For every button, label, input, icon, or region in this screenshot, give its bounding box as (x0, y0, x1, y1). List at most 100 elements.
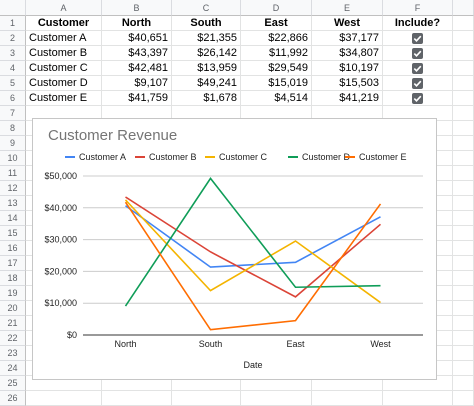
cell[interactable] (453, 271, 474, 286)
column-header-d[interactable]: D (241, 0, 312, 16)
header-cell[interactable]: South (172, 16, 241, 31)
header-cell[interactable]: Customer (26, 16, 102, 31)
cell[interactable] (453, 91, 474, 106)
customer-name-cell[interactable]: Customer E (26, 91, 102, 106)
cell[interactable] (453, 211, 474, 226)
column-header-c[interactable]: C (172, 0, 241, 16)
revenue-cell[interactable]: $41,759 (102, 91, 172, 106)
revenue-cell[interactable]: $41,219 (312, 91, 383, 106)
cell[interactable] (453, 46, 474, 61)
header-cell[interactable]: Include? (383, 16, 453, 31)
header-cell[interactable]: West (312, 16, 383, 31)
row-header-16[interactable]: 16 (0, 241, 26, 256)
row-header-21[interactable]: 21 (0, 316, 26, 331)
cell[interactable] (453, 31, 474, 46)
cell[interactable] (453, 61, 474, 76)
row-header-18[interactable]: 18 (0, 271, 26, 286)
column-header-b[interactable]: B (102, 0, 172, 16)
cell[interactable] (453, 181, 474, 196)
include-cell[interactable] (383, 31, 453, 46)
row-header-5[interactable]: 5 (0, 76, 26, 91)
row-header-11[interactable]: 11 (0, 166, 26, 181)
row-header-24[interactable]: 24 (0, 361, 26, 376)
revenue-cell[interactable]: $11,992 (241, 46, 312, 61)
checkbox-checked-icon[interactable] (412, 33, 423, 44)
customer-name-cell[interactable]: Customer A (26, 31, 102, 46)
cell[interactable] (453, 16, 474, 31)
checkbox-checked-icon[interactable] (412, 63, 423, 74)
revenue-cell[interactable]: $13,959 (172, 61, 241, 76)
cell[interactable] (453, 331, 474, 346)
cell[interactable] (241, 376, 312, 391)
revenue-cell[interactable]: $9,107 (102, 76, 172, 91)
cell[interactable] (453, 151, 474, 166)
cell[interactable] (453, 121, 474, 136)
row-header-14[interactable]: 14 (0, 211, 26, 226)
row-header-8[interactable]: 8 (0, 121, 26, 136)
chart-container[interactable]: Customer Revenue $0 $10,000 $20,000 $30,000… (32, 118, 437, 380)
cell[interactable] (453, 256, 474, 271)
revenue-cell[interactable]: $34,807 (312, 46, 383, 61)
cell[interactable] (453, 361, 474, 376)
cell[interactable] (453, 376, 474, 391)
row-header-25[interactable]: 25 (0, 376, 26, 391)
row-header-17[interactable]: 17 (0, 256, 26, 271)
header-cell[interactable]: East (241, 16, 312, 31)
cell[interactable] (453, 241, 474, 256)
cell[interactable] (172, 376, 241, 391)
revenue-cell[interactable]: $40,651 (102, 31, 172, 46)
row-header-19[interactable]: 19 (0, 286, 26, 301)
revenue-cell[interactable]: $4,514 (241, 91, 312, 106)
customer-name-cell[interactable]: Customer D (26, 76, 102, 91)
cell[interactable] (453, 316, 474, 331)
column-header-extra[interactable] (453, 0, 474, 16)
revenue-cell[interactable]: $43,397 (102, 46, 172, 61)
row-header-1[interactable]: 1 (0, 16, 26, 31)
cell[interactable] (453, 136, 474, 151)
row-header-3[interactable]: 3 (0, 46, 26, 61)
row-header-20[interactable]: 20 (0, 301, 26, 316)
include-cell[interactable] (383, 46, 453, 61)
cell[interactable] (453, 286, 474, 301)
revenue-cell[interactable]: $26,142 (172, 46, 241, 61)
select-all-corner[interactable] (0, 0, 26, 16)
revenue-cell[interactable]: $42,481 (102, 61, 172, 76)
row-header-13[interactable]: 13 (0, 196, 26, 211)
row-header-4[interactable]: 4 (0, 61, 26, 76)
row-header-23[interactable]: 23 (0, 346, 26, 361)
revenue-cell[interactable]: $22,866 (241, 31, 312, 46)
include-cell[interactable] (383, 61, 453, 76)
revenue-cell[interactable]: $1,678 (172, 91, 241, 106)
row-header-10[interactable]: 10 (0, 151, 26, 166)
cell[interactable] (453, 196, 474, 211)
cell[interactable] (453, 346, 474, 361)
cell[interactable] (102, 376, 172, 391)
row-header-2[interactable]: 2 (0, 31, 26, 46)
cell[interactable] (453, 226, 474, 241)
revenue-cell[interactable]: $21,355 (172, 31, 241, 46)
revenue-cell[interactable]: $37,177 (312, 31, 383, 46)
column-header-a[interactable]: A (26, 0, 102, 16)
revenue-cell[interactable]: $15,503 (312, 76, 383, 91)
revenue-cell[interactable]: $29,549 (241, 61, 312, 76)
customer-name-cell[interactable]: Customer C (26, 61, 102, 76)
cell[interactable] (312, 376, 383, 391)
row-header-22[interactable]: 22 (0, 331, 26, 346)
row-header-15[interactable]: 15 (0, 226, 26, 241)
row-header-9[interactable]: 9 (0, 136, 26, 151)
revenue-cell[interactable]: $15,019 (241, 76, 312, 91)
cell[interactable] (383, 376, 453, 391)
checkbox-checked-icon[interactable] (412, 48, 423, 59)
include-cell[interactable] (383, 76, 453, 91)
customer-name-cell[interactable]: Customer B (26, 46, 102, 61)
header-cell[interactable]: North (102, 16, 172, 31)
revenue-cell[interactable]: $10,197 (312, 61, 383, 76)
revenue-cell[interactable]: $49,241 (172, 76, 241, 91)
include-cell[interactable] (383, 91, 453, 106)
column-header-f[interactable]: F (383, 0, 453, 16)
row-header-7[interactable]: 7 (0, 106, 26, 121)
row-header-12[interactable]: 12 (0, 181, 26, 196)
cell[interactable] (453, 76, 474, 91)
cell[interactable] (453, 106, 474, 121)
checkbox-checked-icon[interactable] (412, 78, 423, 89)
